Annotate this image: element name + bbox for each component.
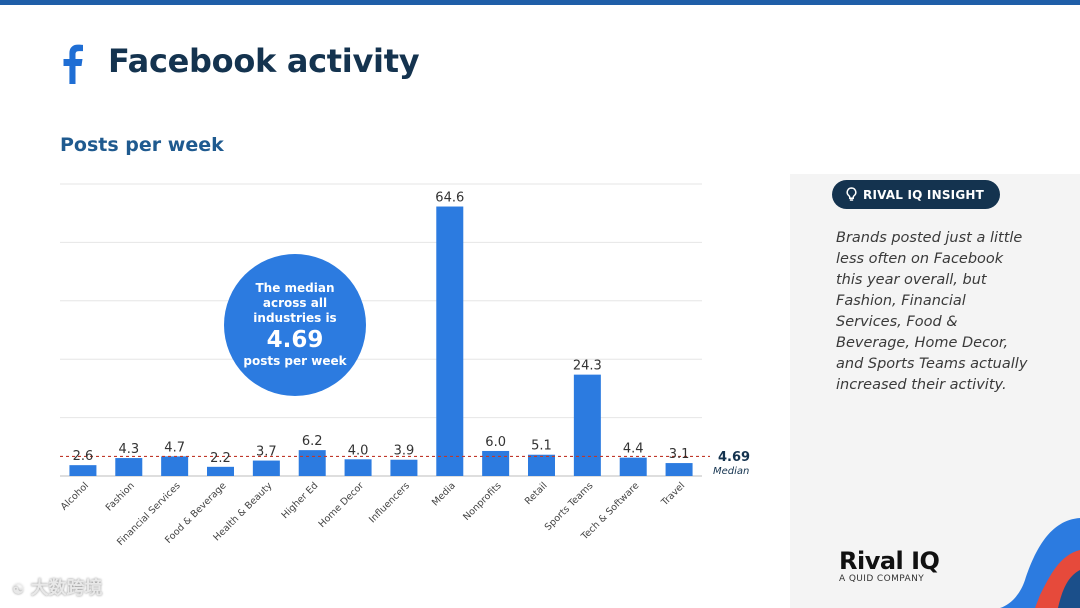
callout-line-3: industries is (253, 311, 337, 325)
bar-value-label: 3.1 (669, 447, 690, 462)
bar (344, 459, 372, 476)
category-label: Higher Ed (280, 480, 321, 521)
category-label: Influencers (367, 480, 412, 525)
bar (298, 450, 326, 476)
bar-chart: 2.6 4.3 4.7 2.2 3.7 6.2 4.0 3.9 64.6 6.0 5.1 24.3 4.… (59, 183, 710, 548)
bar (69, 465, 97, 476)
brand-tagline: A QUID COMPANY (839, 574, 925, 584)
bar-value-label: 2.6 (73, 449, 94, 464)
insight-panel: RIVAL IQ INSIGHT Brands posted just a li… (790, 174, 1080, 608)
brand-name: Rival IQ (839, 547, 940, 575)
bar (161, 456, 189, 476)
bar (528, 454, 555, 476)
bar-value-label: 5.1 (531, 439, 552, 454)
insight-badge-label: RIVAL IQ INSIGHT (863, 187, 985, 202)
callout-line-2: across all (262, 296, 328, 310)
watermark-logo-icon: ☯ (12, 582, 25, 598)
watermark-text: 大数跨境 (30, 578, 103, 599)
category-label: Alcohol (59, 480, 91, 512)
bar (252, 460, 280, 476)
bar (390, 459, 418, 476)
callout-value: 4.69 (266, 327, 324, 353)
category-label: Travel (659, 480, 687, 508)
insight-badge: RIVAL IQ INSIGHT (832, 180, 1001, 209)
bar-value-label: 2.2 (210, 451, 231, 466)
bar (573, 374, 601, 476)
category-label: Retail (523, 480, 550, 507)
bar-value-label: 6.2 (302, 434, 323, 449)
median-value-label: 4.69 (718, 450, 751, 465)
watermark: ☯ 大数跨境 (12, 574, 103, 600)
bar (115, 458, 143, 476)
lightbulb-icon (846, 187, 857, 201)
brand-logo: Rival IQ A QUID COMPANY (839, 547, 940, 584)
category-label: Fashion (104, 480, 137, 513)
bar-value-label: 3.7 (256, 445, 277, 460)
callout-line-4: posts per week (243, 354, 347, 368)
bar-value-label: 64.6 (435, 191, 464, 206)
category-label: Home Decor (317, 480, 367, 530)
bar-value-label: 4.0 (348, 443, 369, 458)
callout-line-1: The median (255, 281, 335, 295)
bar-value-label: 4.7 (164, 440, 185, 455)
corner-decoration (1000, 518, 1080, 608)
bar-value-label: 24.3 (573, 359, 602, 374)
insight-text: Brands posted just a little less often o… (836, 230, 1028, 393)
bar (665, 463, 693, 476)
bar (482, 450, 510, 476)
bar-value-label: 6.0 (485, 435, 506, 450)
bar-value-label: 3.9 (394, 444, 415, 459)
median-callout: The median across all industries is 4.69… (224, 254, 366, 396)
bar (207, 466, 234, 476)
bar (436, 206, 464, 477)
grid-lines (60, 183, 702, 477)
category-label: Media (430, 480, 458, 508)
bars (69, 206, 693, 477)
page-title: Facebook activity (108, 42, 420, 80)
bar-value-label: 4.4 (623, 442, 644, 457)
top-accent-bar (0, 0, 1080, 5)
value-labels: 2.6 4.3 4.7 2.2 3.7 6.2 4.0 3.9 64.6 6.0 5.1 24.3 4.… (73, 191, 690, 466)
median-text-label: Median (713, 466, 750, 477)
bar-value-label: 4.3 (118, 442, 139, 457)
bar (619, 457, 647, 476)
chart-title: Posts per week (60, 134, 224, 156)
facebook-icon (63, 44, 83, 84)
category-label: Nonprofits (461, 480, 504, 523)
